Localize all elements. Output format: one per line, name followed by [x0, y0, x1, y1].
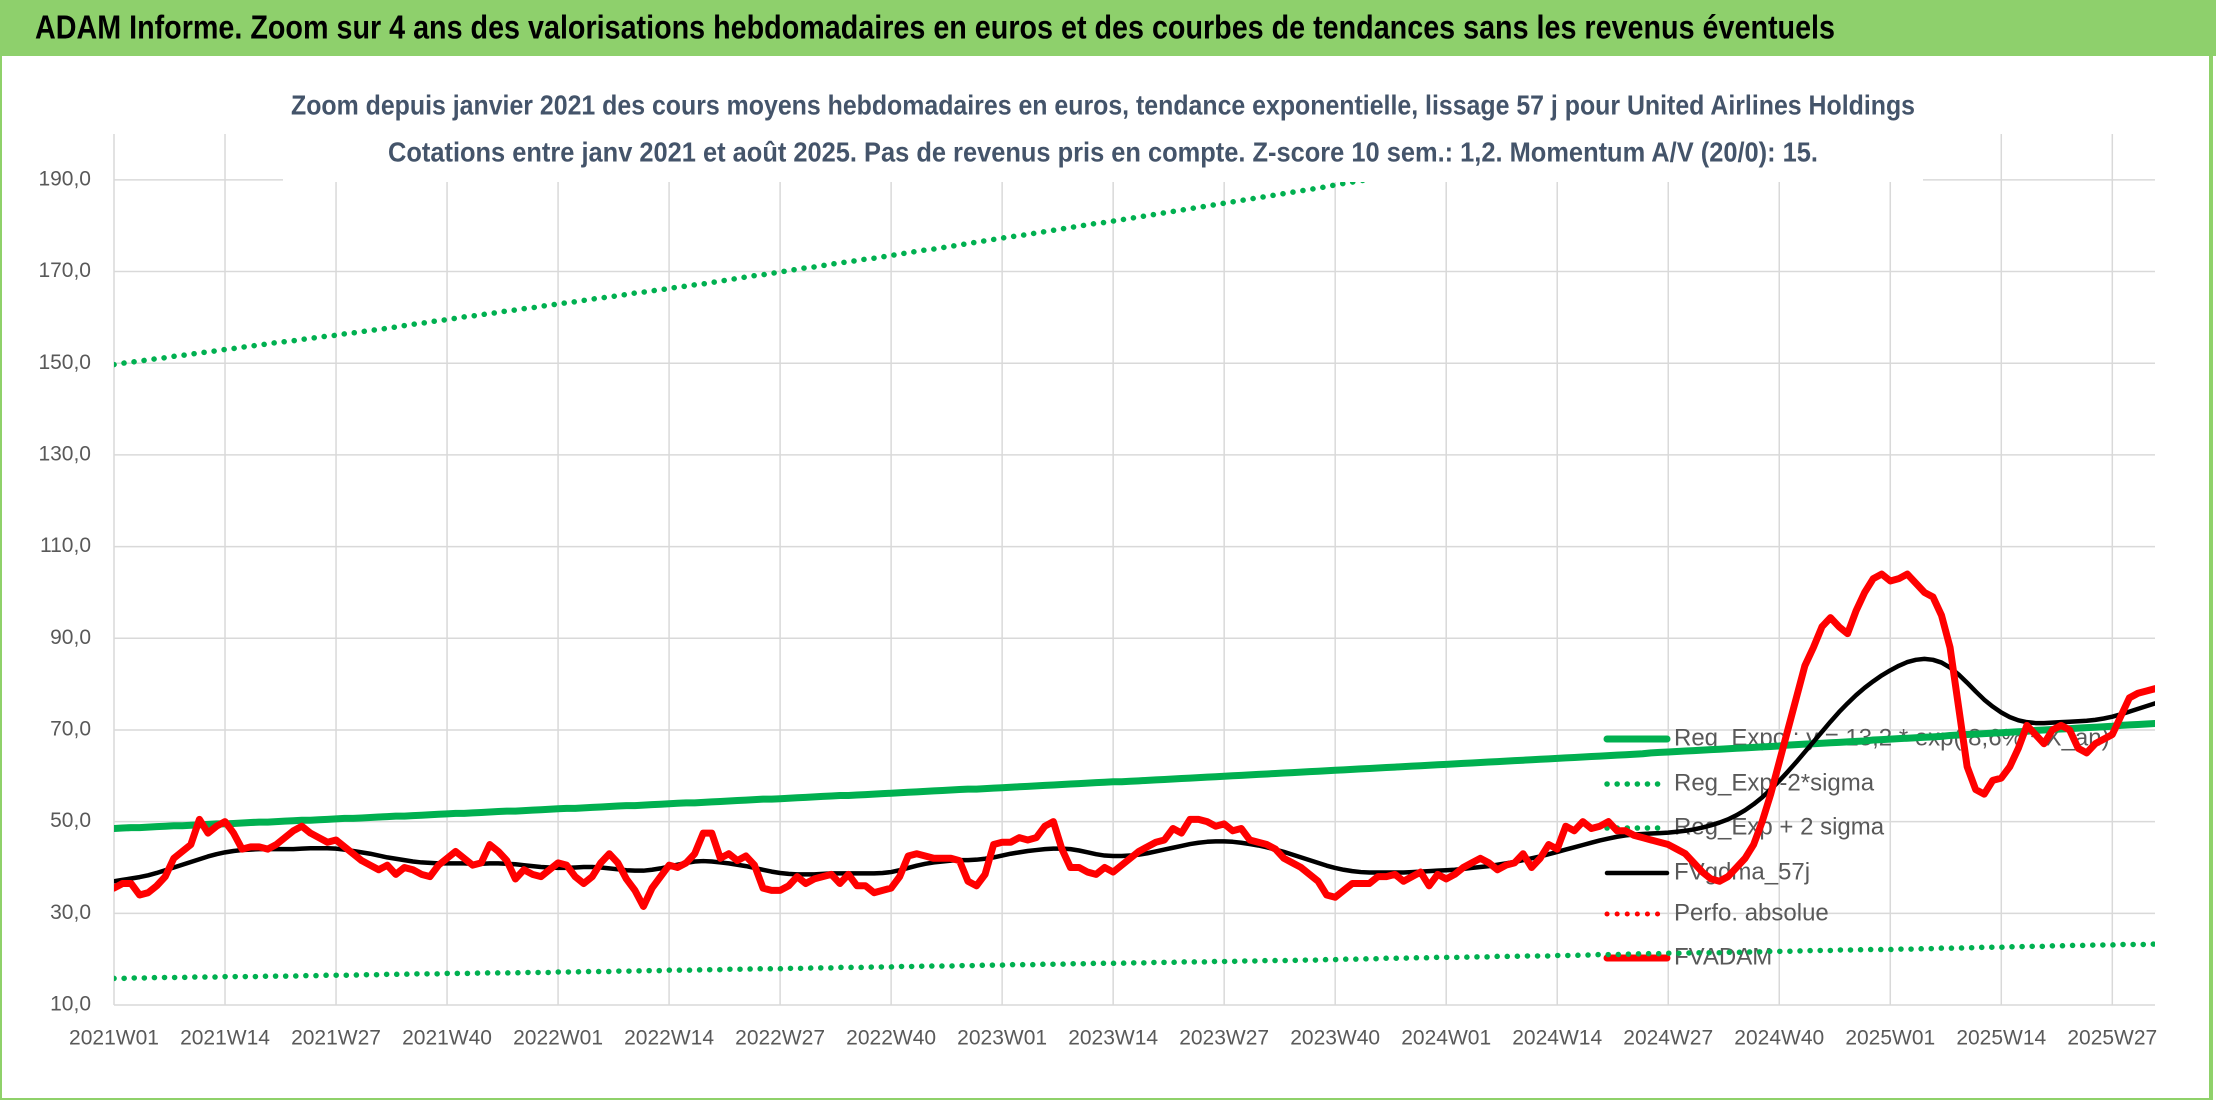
legend-label: FVADAM: [1674, 943, 1772, 970]
x-tick-label: 2024W27: [1623, 1027, 1713, 1050]
x-tick-label: 2022W14: [624, 1027, 714, 1050]
y-tick-label: 190,0: [38, 167, 91, 190]
x-tick-label: 2023W01: [957, 1027, 1047, 1050]
y-tick-label: 110,0: [40, 534, 91, 557]
title-box: [283, 84, 1923, 182]
y-tick-label: 10,0: [50, 993, 91, 1016]
series-line: [114, 941, 2155, 982]
legend-label: Perfo. absolue: [1674, 899, 1829, 926]
x-tick-label: 2023W27: [1179, 1027, 1269, 1050]
x-tick-label: 2022W27: [735, 1027, 825, 1050]
chart-title: Zoom depuis janvier 2021 des cours moyen…: [291, 89, 1915, 120]
y-tick-label: 150,0: [38, 351, 91, 374]
y-tick-label: 50,0: [50, 809, 91, 832]
x-tick-label: 2025W01: [1845, 1027, 1935, 1050]
x-tick-label: 2025W14: [1956, 1027, 2046, 1050]
x-tick-label: 2024W01: [1401, 1027, 1491, 1050]
x-tick-label: 2023W40: [1290, 1027, 1380, 1050]
y-tick-label: 30,0: [50, 901, 91, 924]
x-tick-label: 2021W40: [402, 1027, 492, 1050]
x-tick-label: 2021W01: [69, 1027, 159, 1050]
x-tick-label: 2024W40: [1734, 1027, 1824, 1050]
series-line: [114, 134, 1655, 368]
chart-subtitle: Cotations entre janv 2021 et août 2025. …: [388, 136, 1818, 167]
y-tick-label: 170,0: [38, 259, 91, 282]
plot-lines: [114, 134, 2155, 982]
x-tick-label: 2023W14: [1068, 1027, 1158, 1050]
axes: 10,0 30,0 50,0 70,0 90,0 110,0 130,0 150,0 170,0…: [38, 167, 2157, 1049]
y-tick-label: 130,0: [38, 442, 91, 465]
header-bar: [0, 0, 2216, 56]
y-tick-label: 90,0: [50, 626, 91, 649]
x-tick-label: 2022W40: [846, 1027, 936, 1050]
header-title: ADAM Informe. Zoom sur 4 ans des valoris…: [35, 9, 1835, 46]
x-tick-label: 2024W14: [1512, 1027, 1602, 1050]
x-tick-label: 2021W27: [291, 1027, 381, 1050]
x-tick-label: 2025W27: [2067, 1027, 2157, 1050]
y-tick-label: 70,0: [50, 717, 91, 740]
x-tick-label: 2022W01: [513, 1027, 603, 1050]
series-line: [114, 570, 2155, 910]
x-tick-label: 2021W14: [180, 1027, 270, 1050]
